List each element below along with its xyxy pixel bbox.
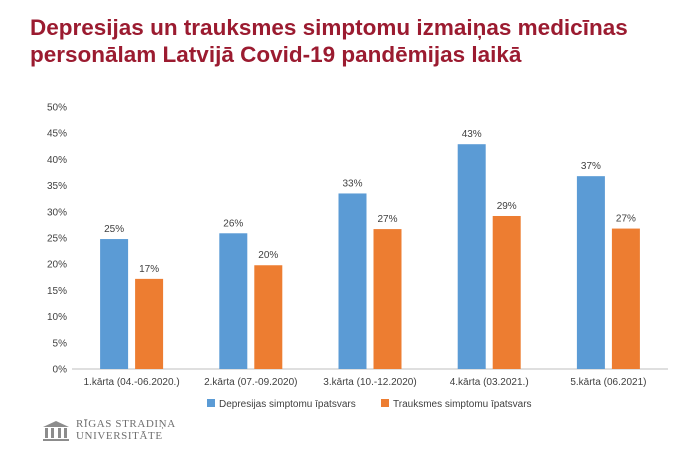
- y-tick-label: 5%: [53, 338, 68, 349]
- data-label: 29%: [497, 201, 517, 212]
- depression-bar: [100, 239, 129, 369]
- depression-bar: [338, 193, 367, 369]
- y-tick-label: 35%: [47, 181, 67, 192]
- y-tick-label: 50%: [47, 103, 67, 114]
- x-tick-label: 3.kārta (10.-12.2020): [323, 377, 416, 388]
- x-tick-label: 2.kārta (07.-09.2020): [204, 377, 297, 388]
- y-tick-label: 20%: [47, 260, 67, 271]
- data-label: 20%: [258, 250, 278, 261]
- legend-label-depression: Depresijas simptomu īpatsvars: [219, 399, 356, 410]
- data-label: 25%: [104, 224, 124, 235]
- x-tick-label: 5.kārta (06.2021): [570, 377, 646, 388]
- y-tick-label: 40%: [47, 155, 67, 166]
- legend-swatch-anxiety: [381, 399, 389, 407]
- logo-line-2: UNIVERSITĀTE: [76, 430, 163, 442]
- data-label: 43%: [462, 129, 482, 140]
- data-label: 33%: [342, 178, 362, 189]
- y-tick-label: 45%: [47, 129, 67, 140]
- y-tick-label: 30%: [47, 207, 67, 218]
- x-tick-label: 4.kārta (03.2021.): [450, 377, 529, 388]
- data-label: 17%: [139, 264, 159, 275]
- anxiety-bar: [492, 215, 521, 369]
- chart-title-line-2: personālam Latvijā Covid-19 pandēmijas l…: [30, 42, 522, 67]
- depression-bar: [457, 144, 486, 369]
- anxiety-bar: [135, 278, 164, 369]
- legend-label-anxiety: Trauksmes simptomu īpatsvars: [393, 399, 532, 410]
- legend-swatch-depression: [207, 399, 215, 407]
- logo-line-1: RĪGAS STRADIŅA: [76, 418, 176, 430]
- anxiety-bar: [254, 265, 283, 369]
- chart-title: Depresijas un trauksmes simptomu izmaiņa…: [30, 14, 670, 68]
- y-tick-label: 15%: [47, 286, 67, 297]
- data-label: 26%: [223, 218, 243, 229]
- chart-title-line-1: Depresijas un trauksmes simptomu izmaiņa…: [30, 15, 628, 40]
- y-tick-label: 0%: [53, 365, 68, 376]
- data-label: 27%: [377, 214, 397, 225]
- university-logo-text: RĪGAS STRADIŅA UNIVERSITĀTE: [76, 418, 236, 442]
- depression-bar: [576, 176, 605, 369]
- anxiety-bar: [611, 228, 640, 369]
- anxiety-bar: [373, 229, 402, 369]
- university-logo-icon: [43, 421, 69, 441]
- y-tick-label: 10%: [47, 312, 67, 323]
- data-label: 37%: [581, 161, 601, 172]
- data-label: 27%: [616, 214, 636, 225]
- depression-bar: [219, 233, 248, 369]
- x-tick-label: 1.kārta (04.-06.2020.): [84, 377, 180, 388]
- y-tick-label: 25%: [47, 234, 67, 245]
